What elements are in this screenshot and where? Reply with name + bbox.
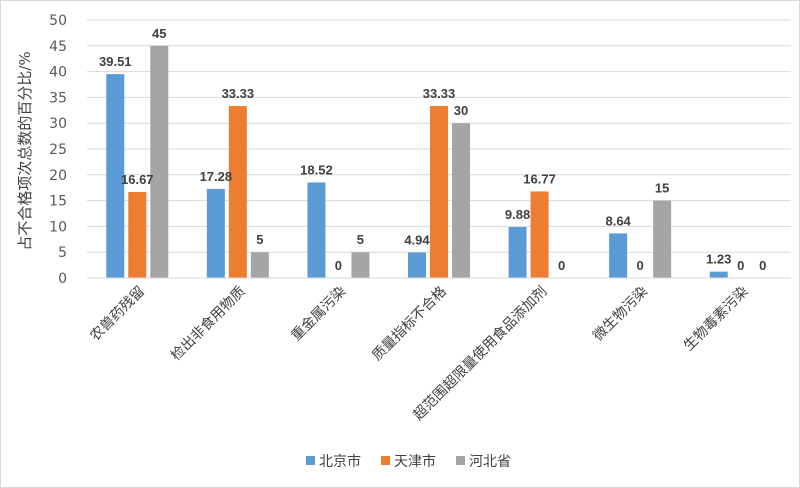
data-label: 30 [454, 103, 468, 118]
y-tick-label: 10 [49, 219, 67, 235]
data-label: 8.64 [605, 213, 631, 228]
bar [430, 106, 448, 278]
data-label: 33.33 [423, 86, 456, 101]
x-tick-label: 农兽药残留 [87, 284, 148, 345]
data-label: 16.67 [121, 172, 154, 187]
data-label: 5 [256, 232, 263, 247]
x-tick-label: 检出非食用物质 [167, 283, 248, 364]
bar [530, 191, 549, 278]
bar [128, 191, 147, 278]
data-label: 39.51 [99, 54, 132, 69]
data-label: 0 [335, 258, 342, 273]
y-tick-label: 5 [58, 245, 67, 261]
bar [250, 252, 269, 278]
data-label: 45 [152, 26, 166, 41]
data-label: 0 [737, 258, 744, 273]
x-tick-label: 微生物污染 [590, 284, 651, 345]
y-tick-label: 15 [49, 194, 67, 210]
y-tick-label: 45 [49, 39, 67, 55]
bar [228, 106, 247, 278]
data-label: 0 [759, 258, 766, 273]
legend-swatch [306, 456, 315, 465]
data-label: 18.52 [300, 162, 333, 177]
bar [609, 233, 628, 278]
bar [408, 252, 426, 278]
legend-swatch [456, 456, 465, 465]
bar [150, 45, 169, 278]
bar [206, 188, 225, 278]
x-tick-label: 重金属污染 [288, 284, 349, 345]
bar [106, 74, 125, 278]
y-axis-ticks: 0 5 10 15 20 25 30 35 40 45 50 [49, 13, 67, 287]
y-tick-label: 0 [58, 271, 67, 287]
legend: 北京市 天津市 河北省 [306, 453, 511, 470]
legend-label: 北京市 [319, 453, 361, 470]
data-label: 1.23 [706, 252, 731, 267]
data-label: 0 [558, 258, 565, 273]
y-tick-label: 30 [49, 116, 67, 132]
data-label: 5 [357, 232, 364, 247]
y-tick-label: 20 [49, 168, 67, 184]
y-tick-label: 40 [49, 65, 67, 81]
bar [351, 252, 370, 278]
data-label: 4.94 [404, 233, 430, 248]
bars [106, 45, 728, 278]
data-label: 33.33 [222, 86, 255, 101]
data-label: 0 [637, 258, 644, 273]
bar [307, 182, 326, 278]
y-tick-label: 50 [49, 13, 67, 29]
legend-label: 河北省 [469, 454, 511, 470]
data-label: 17.28 [200, 169, 233, 184]
data-label: 9.88 [505, 207, 530, 222]
legend-label: 天津市 [394, 453, 436, 470]
data-label: 16.77 [523, 171, 556, 186]
y-tick-label: 35 [49, 90, 67, 106]
bar [653, 200, 672, 278]
legend-swatch [381, 456, 390, 465]
bar [508, 227, 527, 278]
y-axis-title: 占不合格项次总数的百分比/% [16, 51, 34, 250]
bar [452, 123, 470, 278]
data-label: 15 [655, 181, 669, 196]
x-tick-label: 质量指标不合格 [369, 284, 450, 365]
bar [709, 271, 728, 278]
y-tick-label: 25 [49, 142, 67, 158]
x-tick-label: 生物毒素污染 [681, 284, 752, 355]
